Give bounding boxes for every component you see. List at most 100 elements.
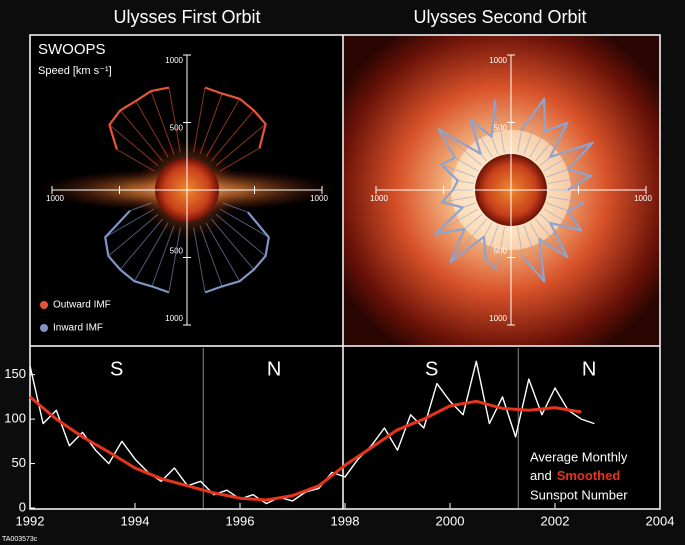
speed-spike — [434, 208, 479, 235]
speed-spike — [199, 225, 223, 287]
legend-marker — [40, 324, 48, 332]
panel-title: Ulysses First Orbit — [113, 7, 260, 27]
speed-spike — [496, 227, 505, 270]
speed-spike — [222, 202, 249, 213]
x-tick-label: 1994 — [121, 513, 150, 528]
speed-spike — [546, 168, 569, 178]
speed-spike — [485, 225, 499, 260]
x-tick-label: 2002 — [541, 513, 570, 528]
speed-spike — [539, 156, 551, 166]
figure-id: TA003573c — [2, 536, 38, 543]
annotation: SWOOPS — [38, 41, 106, 58]
speed-spike — [457, 180, 474, 184]
frames — [29, 34, 661, 510]
speed-spike — [546, 202, 569, 212]
tick-label: 1000 — [46, 194, 64, 203]
x-tick-label: 2000 — [436, 513, 465, 528]
hemisphere-label: N — [582, 358, 596, 380]
speed-spike — [211, 110, 255, 162]
speed-spike — [108, 214, 159, 257]
legend-text: Smoothed — [557, 468, 621, 483]
y-tick-label: 100 — [4, 411, 26, 426]
speed-spike — [168, 87, 181, 153]
speed-spike — [548, 175, 591, 184]
tick-label: 1000 — [634, 194, 652, 203]
speed-spike — [483, 222, 493, 238]
speed-spike — [480, 153, 487, 162]
speed-spike — [135, 100, 169, 158]
speed-spike — [535, 122, 568, 162]
hemisphere-label: N — [267, 358, 281, 380]
tick-label: 1000 — [165, 314, 183, 323]
speed-trace — [204, 211, 270, 294]
speed-spike — [205, 222, 241, 282]
speed-spike — [539, 214, 551, 224]
speed-spike — [517, 130, 523, 153]
hemisphere-label: S — [110, 358, 123, 380]
speed-spike — [199, 93, 223, 155]
legend-marker — [40, 301, 48, 309]
speed-spike — [151, 225, 175, 287]
legend-text: Sunspot Number — [530, 487, 628, 502]
axis-label: Speed [km s⁻¹] — [38, 65, 112, 77]
speed-spike — [517, 227, 524, 257]
speed-spike — [464, 214, 483, 230]
tick-label: 1000 — [489, 56, 507, 65]
speed-spike — [438, 128, 483, 166]
speed-trace — [104, 210, 170, 294]
speed-spike — [462, 202, 476, 209]
speed-spike — [529, 131, 546, 158]
speed-spike — [548, 196, 585, 204]
speed-spike — [193, 87, 206, 153]
speed-trace — [521, 201, 585, 283]
speed-spike — [543, 208, 582, 231]
speed-spike — [529, 222, 540, 240]
legend-text: and Smoothed — [530, 468, 620, 483]
frame — [29, 34, 661, 510]
tick-label: 1000 — [165, 56, 183, 65]
speed-spike — [470, 119, 493, 158]
x-tick-label: 1992 — [16, 513, 45, 528]
speed-trace — [204, 86, 267, 149]
tick-label: 1000 — [489, 314, 507, 323]
speed-spike — [523, 98, 545, 155]
speed-spike — [150, 90, 175, 155]
speed-spike — [543, 142, 594, 172]
speed-trace — [433, 99, 498, 271]
speed-trace — [108, 86, 170, 150]
speed-spike — [454, 157, 479, 172]
speed-spike — [211, 218, 255, 270]
speed-trace — [520, 97, 594, 191]
panel-title: Ulysses Second Orbit — [413, 7, 586, 27]
speed-spike — [441, 196, 474, 203]
speed-spike — [219, 147, 260, 172]
speed-spike — [205, 98, 241, 158]
y-tick-label: 150 — [4, 366, 26, 381]
hemisphere-label: S — [425, 358, 438, 380]
tick-label: 1000 — [370, 194, 388, 203]
speed-spike — [215, 123, 266, 166]
speed-spike — [129, 202, 152, 212]
x-tick-label: 1996 — [226, 513, 255, 528]
speed-spike — [119, 218, 163, 270]
sunspot-line — [29, 395, 582, 502]
speed-spike — [168, 227, 181, 293]
speed-spike — [116, 149, 155, 172]
legend-text: and — [530, 468, 552, 483]
legend-label: Outward IMF — [53, 300, 111, 311]
speed-spike — [441, 164, 476, 178]
y-tick-label: 50 — [12, 455, 26, 470]
speed-spike — [193, 227, 206, 293]
sunspot-line — [29, 360, 595, 505]
tick-label: 1000 — [310, 194, 328, 203]
speed-spike — [523, 225, 545, 282]
speed-spike — [449, 218, 487, 263]
legend-text: Average Monthly — [530, 449, 628, 464]
panel-bottom — [30, 347, 660, 509]
x-tick-label: 1998 — [331, 513, 360, 528]
speed-spike — [133, 222, 169, 282]
legend-label: Inward IMF — [53, 323, 103, 334]
speed-spike — [219, 208, 270, 238]
speed-spike — [491, 136, 499, 155]
